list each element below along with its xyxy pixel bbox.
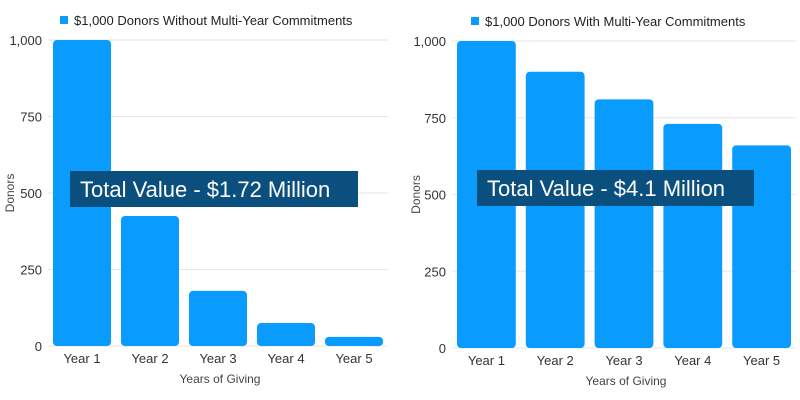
x-tick-label: Year 1 [63, 351, 100, 366]
y-axis-title: Donors [3, 174, 17, 213]
bar-year-3 [189, 290, 247, 346]
bar-year-2 [121, 215, 179, 346]
x-tick-label: Year 3 [605, 353, 642, 368]
x-tick-label: Year 4 [674, 353, 711, 368]
y-tick-label: 500 [20, 186, 42, 201]
legend-label: $1,000 Donors Without Multi-Year Commitm… [74, 13, 353, 28]
chart-panel-2: $1,000 Donors With Multi-Year Commitment… [409, 14, 796, 388]
y-tick-label: 750 [20, 110, 42, 125]
annotation-text: Total Value - $4.1 Million [487, 176, 725, 201]
y-axis-title: Donors [409, 175, 423, 214]
y-tick-label: 0 [35, 339, 42, 354]
legend-swatch [471, 17, 479, 25]
bar-year-4 [257, 323, 315, 346]
annotation-box [477, 170, 754, 206]
x-tick-label: Year 4 [267, 351, 304, 366]
bar-year-2 [525, 71, 585, 348]
y-tick-label: 750 [424, 111, 446, 126]
x-tick-label: Year 2 [537, 353, 574, 368]
y-tick-label: 0 [439, 341, 446, 356]
x-axis-title: Years of Giving [180, 372, 261, 386]
legend-swatch [60, 16, 68, 24]
x-axis-title: Years of Giving [586, 374, 667, 388]
y-tick-label: 250 [424, 264, 446, 279]
annotation-box [70, 171, 358, 207]
bar-year-5 [325, 336, 383, 346]
y-tick-label: 1,000 [413, 34, 446, 49]
bar-year-4 [663, 123, 723, 348]
x-tick-label: Year 2 [131, 351, 168, 366]
x-tick-label: Year 1 [468, 353, 505, 368]
x-tick-label: Year 3 [199, 351, 236, 366]
chart-panel-1: $1,000 Donors Without Multi-Year Commitm… [3, 13, 388, 386]
y-tick-label: 250 [20, 263, 42, 278]
legend-label: $1,000 Donors With Multi-Year Commitment… [485, 14, 746, 29]
x-tick-label: Year 5 [743, 353, 780, 368]
annotation-text: Total Value - $1.72 Million [80, 177, 330, 202]
bar-year-3 [594, 99, 654, 348]
x-tick-label: Year 5 [335, 351, 372, 366]
y-tick-label: 500 [424, 188, 446, 203]
y-tick-label: 1,000 [9, 33, 42, 48]
